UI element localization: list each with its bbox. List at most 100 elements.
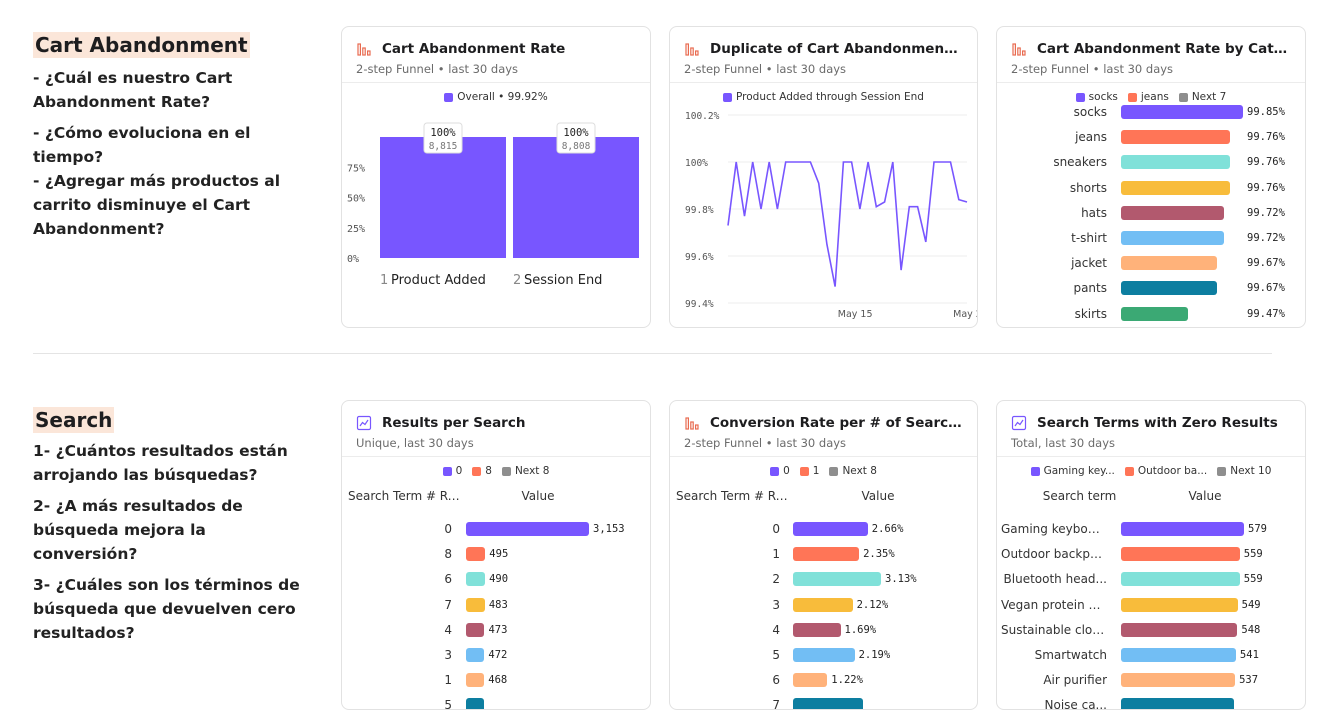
table-row[interactable]: 8 495	[342, 546, 650, 562]
table-row[interactable]: 0 3,153	[342, 521, 650, 537]
value-bar[interactable]	[1121, 522, 1244, 536]
card-conversion-rate-per-search[interactable]: Conversion Rate per # of Search ... 2-st…	[669, 400, 978, 710]
column-header-value[interactable]: Value	[861, 489, 895, 503]
category-bar[interactable]	[1121, 205, 1225, 220]
legend-item[interactable]: Next 7	[1178, 91, 1226, 103]
hbar-row[interactable]: socks 99.85%	[997, 104, 1305, 120]
legend-item[interactable]: 1	[799, 465, 819, 477]
hbar-row[interactable]: shorts 99.76%	[997, 180, 1305, 196]
table-row[interactable]: 7 483	[342, 597, 650, 613]
hbar-row[interactable]: sneakers 99.76%	[997, 154, 1305, 170]
category-bar[interactable]	[1121, 180, 1231, 195]
series-line[interactable]	[727, 161, 968, 287]
value-bar[interactable]	[793, 622, 841, 637]
card-title[interactable]: Cart Abandonment Rate by Cate...	[1037, 41, 1291, 57]
table-row[interactable]: 0 2.66%	[670, 521, 977, 537]
value-bar[interactable]	[1121, 597, 1238, 612]
value-bar[interactable]	[1121, 622, 1238, 637]
value-bar[interactable]	[1121, 698, 1234, 709]
value-bar[interactable]	[1121, 547, 1240, 562]
column-header-value[interactable]: Value	[521, 489, 555, 503]
table-row[interactable]: 6 490	[342, 571, 650, 587]
funnel-bar[interactable]	[513, 137, 639, 258]
table-row[interactable]: 3 472	[342, 647, 650, 663]
hbar-row[interactable]: pants 99.67%	[997, 280, 1305, 296]
table-row[interactable]: 6 1.22%	[670, 672, 977, 688]
table-row[interactable]: Gaming keyboard 579	[997, 521, 1305, 537]
value-bar[interactable]	[793, 522, 868, 536]
legend-item[interactable]: Overall • 99.92%	[444, 91, 548, 103]
hbar-row[interactable]: hats 99.72%	[997, 205, 1305, 221]
table-row[interactable]: Vegan protein p... 549	[997, 597, 1305, 613]
table-row[interactable]: 2 3.13%	[670, 571, 977, 587]
card-title[interactable]: Search Terms with Zero Results	[1037, 415, 1278, 431]
legend-item[interactable]: Gaming key...	[1030, 465, 1115, 477]
table-row[interactable]: 1 2.35%	[670, 546, 977, 562]
category-bar[interactable]	[1121, 155, 1231, 170]
column-header-term[interactable]: Search Term # Re...	[348, 489, 460, 503]
value-bar[interactable]	[466, 648, 485, 662]
value-bar[interactable]	[793, 673, 828, 688]
value-bar[interactable]	[466, 698, 484, 709]
funnel-bar[interactable]	[380, 137, 506, 258]
value-bar[interactable]	[466, 522, 589, 536]
legend-item[interactable]: Next 8	[501, 465, 549, 477]
card-duplicate-cart-abandonment[interactable]: Duplicate of Cart Abandonment ... 2-step…	[669, 26, 978, 328]
value-bar[interactable]	[793, 698, 864, 709]
value-bar[interactable]	[466, 673, 485, 688]
legend-item[interactable]: 8	[472, 465, 492, 477]
legend-item[interactable]: Product Added through Session End	[723, 91, 924, 103]
card-results-per-search[interactable]: Results per Search Unique, last 30 days …	[341, 400, 651, 710]
legend-item[interactable]: 0	[770, 465, 790, 477]
table-row[interactable]: Sustainable clot... 548	[997, 622, 1305, 638]
legend-item[interactable]: 0	[442, 465, 462, 477]
value-bar[interactable]	[466, 597, 485, 612]
value-bar[interactable]	[793, 572, 881, 587]
card-title[interactable]: Cart Abandonment Rate	[382, 41, 566, 57]
legend-item[interactable]: Outdoor ba...	[1124, 465, 1207, 477]
value-bar[interactable]	[1121, 673, 1236, 688]
value-bar[interactable]	[466, 572, 486, 587]
table-row[interactable]: Bluetooth head... 559	[997, 571, 1305, 587]
card-title[interactable]: Duplicate of Cart Abandonment ...	[710, 41, 963, 57]
table-row[interactable]: 7	[670, 697, 977, 709]
hbar-row[interactable]: jacket 99.67%	[997, 255, 1305, 271]
column-header-term[interactable]: Search Term # Re...	[676, 489, 788, 503]
card-title[interactable]: Results per Search	[382, 415, 526, 431]
table-row[interactable]: 1 468	[342, 672, 650, 688]
card-cart-abandonment-rate[interactable]: Cart Abandonment Rate 2-step Funnel • la…	[341, 26, 651, 328]
card-title[interactable]: Conversion Rate per # of Search ...	[710, 415, 963, 431]
category-bar[interactable]	[1121, 281, 1218, 296]
value-bar[interactable]	[793, 648, 855, 662]
legend-item[interactable]: jeans	[1127, 91, 1169, 103]
table-row[interactable]: 5 2.19%	[670, 647, 977, 663]
table-row[interactable]: 4 1.69%	[670, 622, 977, 638]
table-row[interactable]: Air purifier 537	[997, 672, 1305, 688]
category-bar[interactable]	[1121, 306, 1189, 321]
table-row[interactable]: Outdoor backpa... 559	[997, 546, 1305, 562]
value-bar[interactable]	[466, 547, 486, 562]
table-row[interactable]: 3 2.12%	[670, 597, 977, 613]
column-header-value[interactable]: Value	[1188, 489, 1222, 503]
category-bar[interactable]	[1121, 256, 1218, 271]
value-bar[interactable]	[1121, 572, 1240, 587]
category-bar[interactable]	[1121, 130, 1231, 145]
hbar-row[interactable]: jeans 99.76%	[997, 129, 1305, 145]
category-bar[interactable]	[1121, 231, 1225, 245]
value-bar[interactable]	[793, 597, 853, 612]
table-row[interactable]: Smartwatch 541	[997, 647, 1305, 663]
legend-item[interactable]: Next 10	[1217, 465, 1271, 477]
legend-item[interactable]: socks	[1075, 91, 1118, 103]
table-row[interactable]: 5	[342, 697, 650, 709]
category-bar[interactable]	[1121, 105, 1243, 119]
hbar-row[interactable]: skirts 99.47%	[997, 306, 1305, 322]
card-search-terms-zero-results[interactable]: Search Terms with Zero Results Total, la…	[996, 400, 1306, 710]
value-bar[interactable]	[466, 622, 485, 637]
table-row[interactable]: Noise ca...	[997, 697, 1305, 709]
value-bar[interactable]	[1121, 648, 1236, 662]
table-row[interactable]: 4 473	[342, 622, 650, 638]
legend-item[interactable]: Next 8	[829, 465, 877, 477]
value-bar[interactable]	[793, 547, 860, 562]
hbar-row[interactable]: t-shirt 99.72%	[997, 230, 1305, 246]
column-header-term[interactable]: Search term	[1042, 489, 1117, 503]
